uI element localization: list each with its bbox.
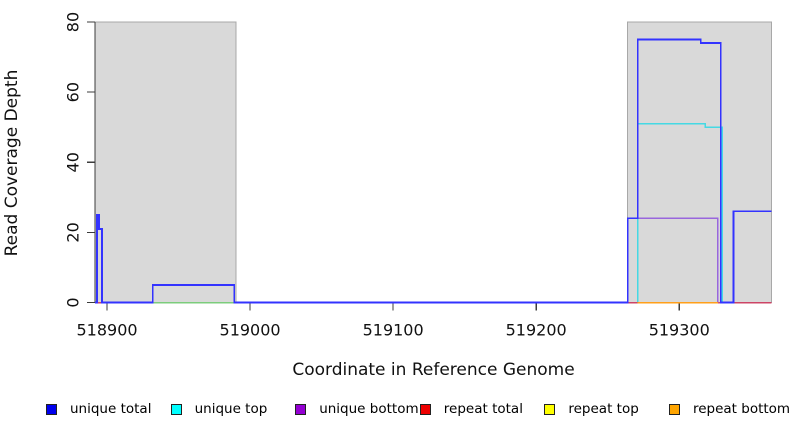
legend-label: unique top [194,401,268,417]
unique-total-swatch-icon [46,403,57,415]
legend-item-repeat-total: repeat total [419,399,545,419]
repeat-bottom-swatch-icon [668,403,680,415]
series-unique-total [95,38,772,304]
x-axis-tick-label: 519300 [649,321,710,340]
legend-label: unique total [70,401,152,417]
x-axis-tick-label: 519000 [220,321,281,340]
x-axis-tick-label: 519100 [363,321,424,340]
y-axis-tick-label: 40 [64,152,83,172]
legend-item-repeat-bottom: repeat bottom [668,399,792,419]
y-axis-title: Read Coverage Depth [2,69,22,257]
shaded-region [627,21,773,303]
legend-item-unique-top: unique top [170,399,296,419]
y-axis-tick-label: 60 [64,82,83,102]
legend-label: repeat total [443,401,523,417]
y-axis-tick-label: 20 [64,222,83,242]
legend-item-repeat-top: repeat top [544,399,669,419]
y-axis-tick-label: 80 [64,12,83,32]
unique-top-swatch-icon [170,403,182,415]
unique-bottom-swatch-icon [295,403,307,415]
x-axis-tick-label: 519200 [506,321,567,340]
repeat-top-swatch-icon [544,403,556,415]
legend-label: unique bottom [319,401,419,417]
y-axis-tick-label: 0 [64,297,83,307]
legend-label: repeat top [568,401,639,417]
shaded-region [94,21,237,303]
legend-item-unique-bottom: unique bottom [295,399,420,419]
x-axis-title: Coordinate in Reference Genome [292,360,575,380]
x-axis-tick-label: 518900 [76,321,137,340]
legend-item-unique-total: unique total [46,399,171,419]
legend: unique total unique top unique bottom re… [46,398,792,420]
repeat-total-swatch-icon [419,403,431,415]
legend-label: repeat bottom [692,401,791,417]
